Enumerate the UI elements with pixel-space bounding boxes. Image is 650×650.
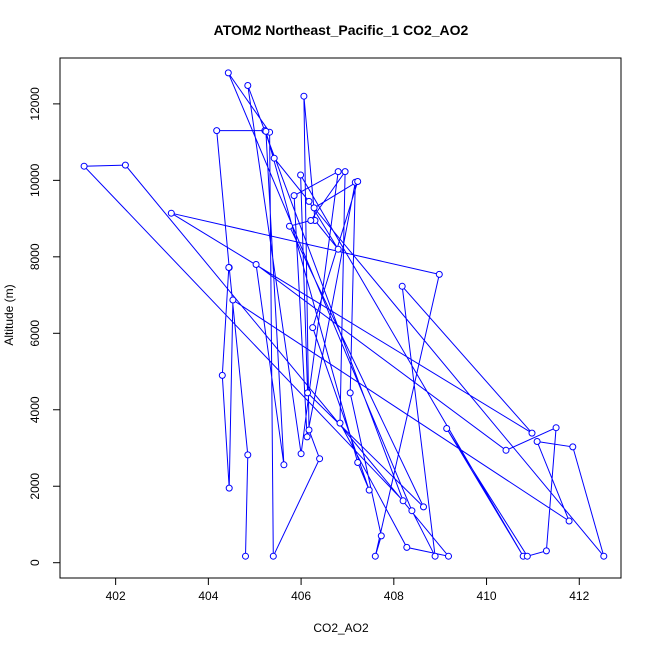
data-point — [502, 446, 510, 454]
data-point — [242, 552, 249, 560]
data-point — [336, 419, 344, 427]
data-point — [300, 92, 308, 100]
series-group — [82, 72, 605, 557]
x-tick-label: 402 — [106, 589, 126, 603]
data-point — [420, 503, 427, 511]
x-tick-label: 410 — [477, 589, 497, 603]
data-point — [303, 433, 311, 441]
data-point — [365, 486, 373, 494]
data-point — [244, 82, 252, 89]
x-tick-label: 408 — [384, 589, 404, 603]
data-point — [309, 324, 317, 332]
chart-title: ATOM2 Northeast_Pacific_1 CO2_AO2 — [214, 22, 469, 38]
data-point — [528, 429, 536, 437]
data-point — [229, 296, 237, 304]
y-tick-label: 2000 — [28, 473, 42, 500]
x-tick-label: 406 — [291, 589, 311, 603]
y-tick-label: 4000 — [28, 396, 42, 423]
data-point — [290, 192, 298, 200]
data-point — [167, 209, 175, 217]
data-point — [354, 459, 362, 466]
x-axis-label: CO2_AO2 — [313, 621, 369, 635]
data-point — [445, 552, 452, 560]
data-point — [305, 197, 313, 205]
series-line — [82, 72, 605, 557]
data-point — [307, 217, 315, 224]
points-group — [80, 69, 608, 560]
data-point — [334, 168, 342, 176]
data-point — [305, 426, 313, 434]
y-tick-label: 12000 — [28, 87, 42, 121]
data-point — [354, 178, 362, 185]
data-point — [213, 127, 221, 135]
data-point — [542, 547, 550, 555]
data-point — [224, 69, 232, 77]
data-point — [435, 270, 443, 278]
data-point — [280, 461, 288, 469]
y-axis-label: Altitude (m) — [2, 284, 16, 345]
data-point — [399, 497, 407, 505]
data-point — [533, 438, 541, 445]
data-point — [252, 261, 260, 268]
data-point — [225, 484, 233, 492]
data-point — [334, 245, 342, 253]
plot-frame — [59, 57, 622, 579]
x-axis: 402 404 406 408 410 412 — [106, 578, 590, 603]
data-point — [523, 552, 531, 560]
data-point — [377, 532, 385, 540]
data-point — [316, 455, 324, 463]
data-point — [262, 127, 270, 135]
data-point — [121, 161, 129, 169]
data-point — [565, 517, 573, 525]
data-point — [552, 424, 560, 432]
data-point — [304, 389, 312, 397]
data-point — [244, 451, 252, 459]
data-point — [310, 204, 318, 212]
data-point — [371, 552, 379, 560]
x-tick-label: 412 — [569, 589, 589, 603]
y-tick-label: 0 — [28, 559, 42, 566]
data-point — [286, 222, 293, 230]
data-point — [341, 168, 349, 176]
data-point — [225, 264, 233, 271]
data-point — [346, 389, 354, 397]
x-tick-label: 404 — [198, 589, 218, 603]
data-point — [80, 162, 88, 170]
y-tick-label: 6000 — [28, 320, 42, 347]
data-point — [297, 450, 305, 458]
data-point — [569, 443, 577, 451]
data-point — [270, 154, 278, 162]
y-tick-label: 10000 — [28, 163, 42, 197]
y-tick-label: 8000 — [28, 243, 42, 270]
data-point — [408, 507, 416, 515]
data-point — [398, 282, 406, 290]
data-point — [443, 425, 451, 432]
data-point — [403, 543, 411, 551]
data-point — [269, 552, 277, 560]
y-axis: 0 2000 4000 6000 8000 10000 12000 — [28, 87, 60, 566]
data-point — [218, 371, 226, 379]
data-point — [297, 171, 305, 179]
data-point — [431, 552, 439, 560]
data-point — [600, 552, 608, 560]
